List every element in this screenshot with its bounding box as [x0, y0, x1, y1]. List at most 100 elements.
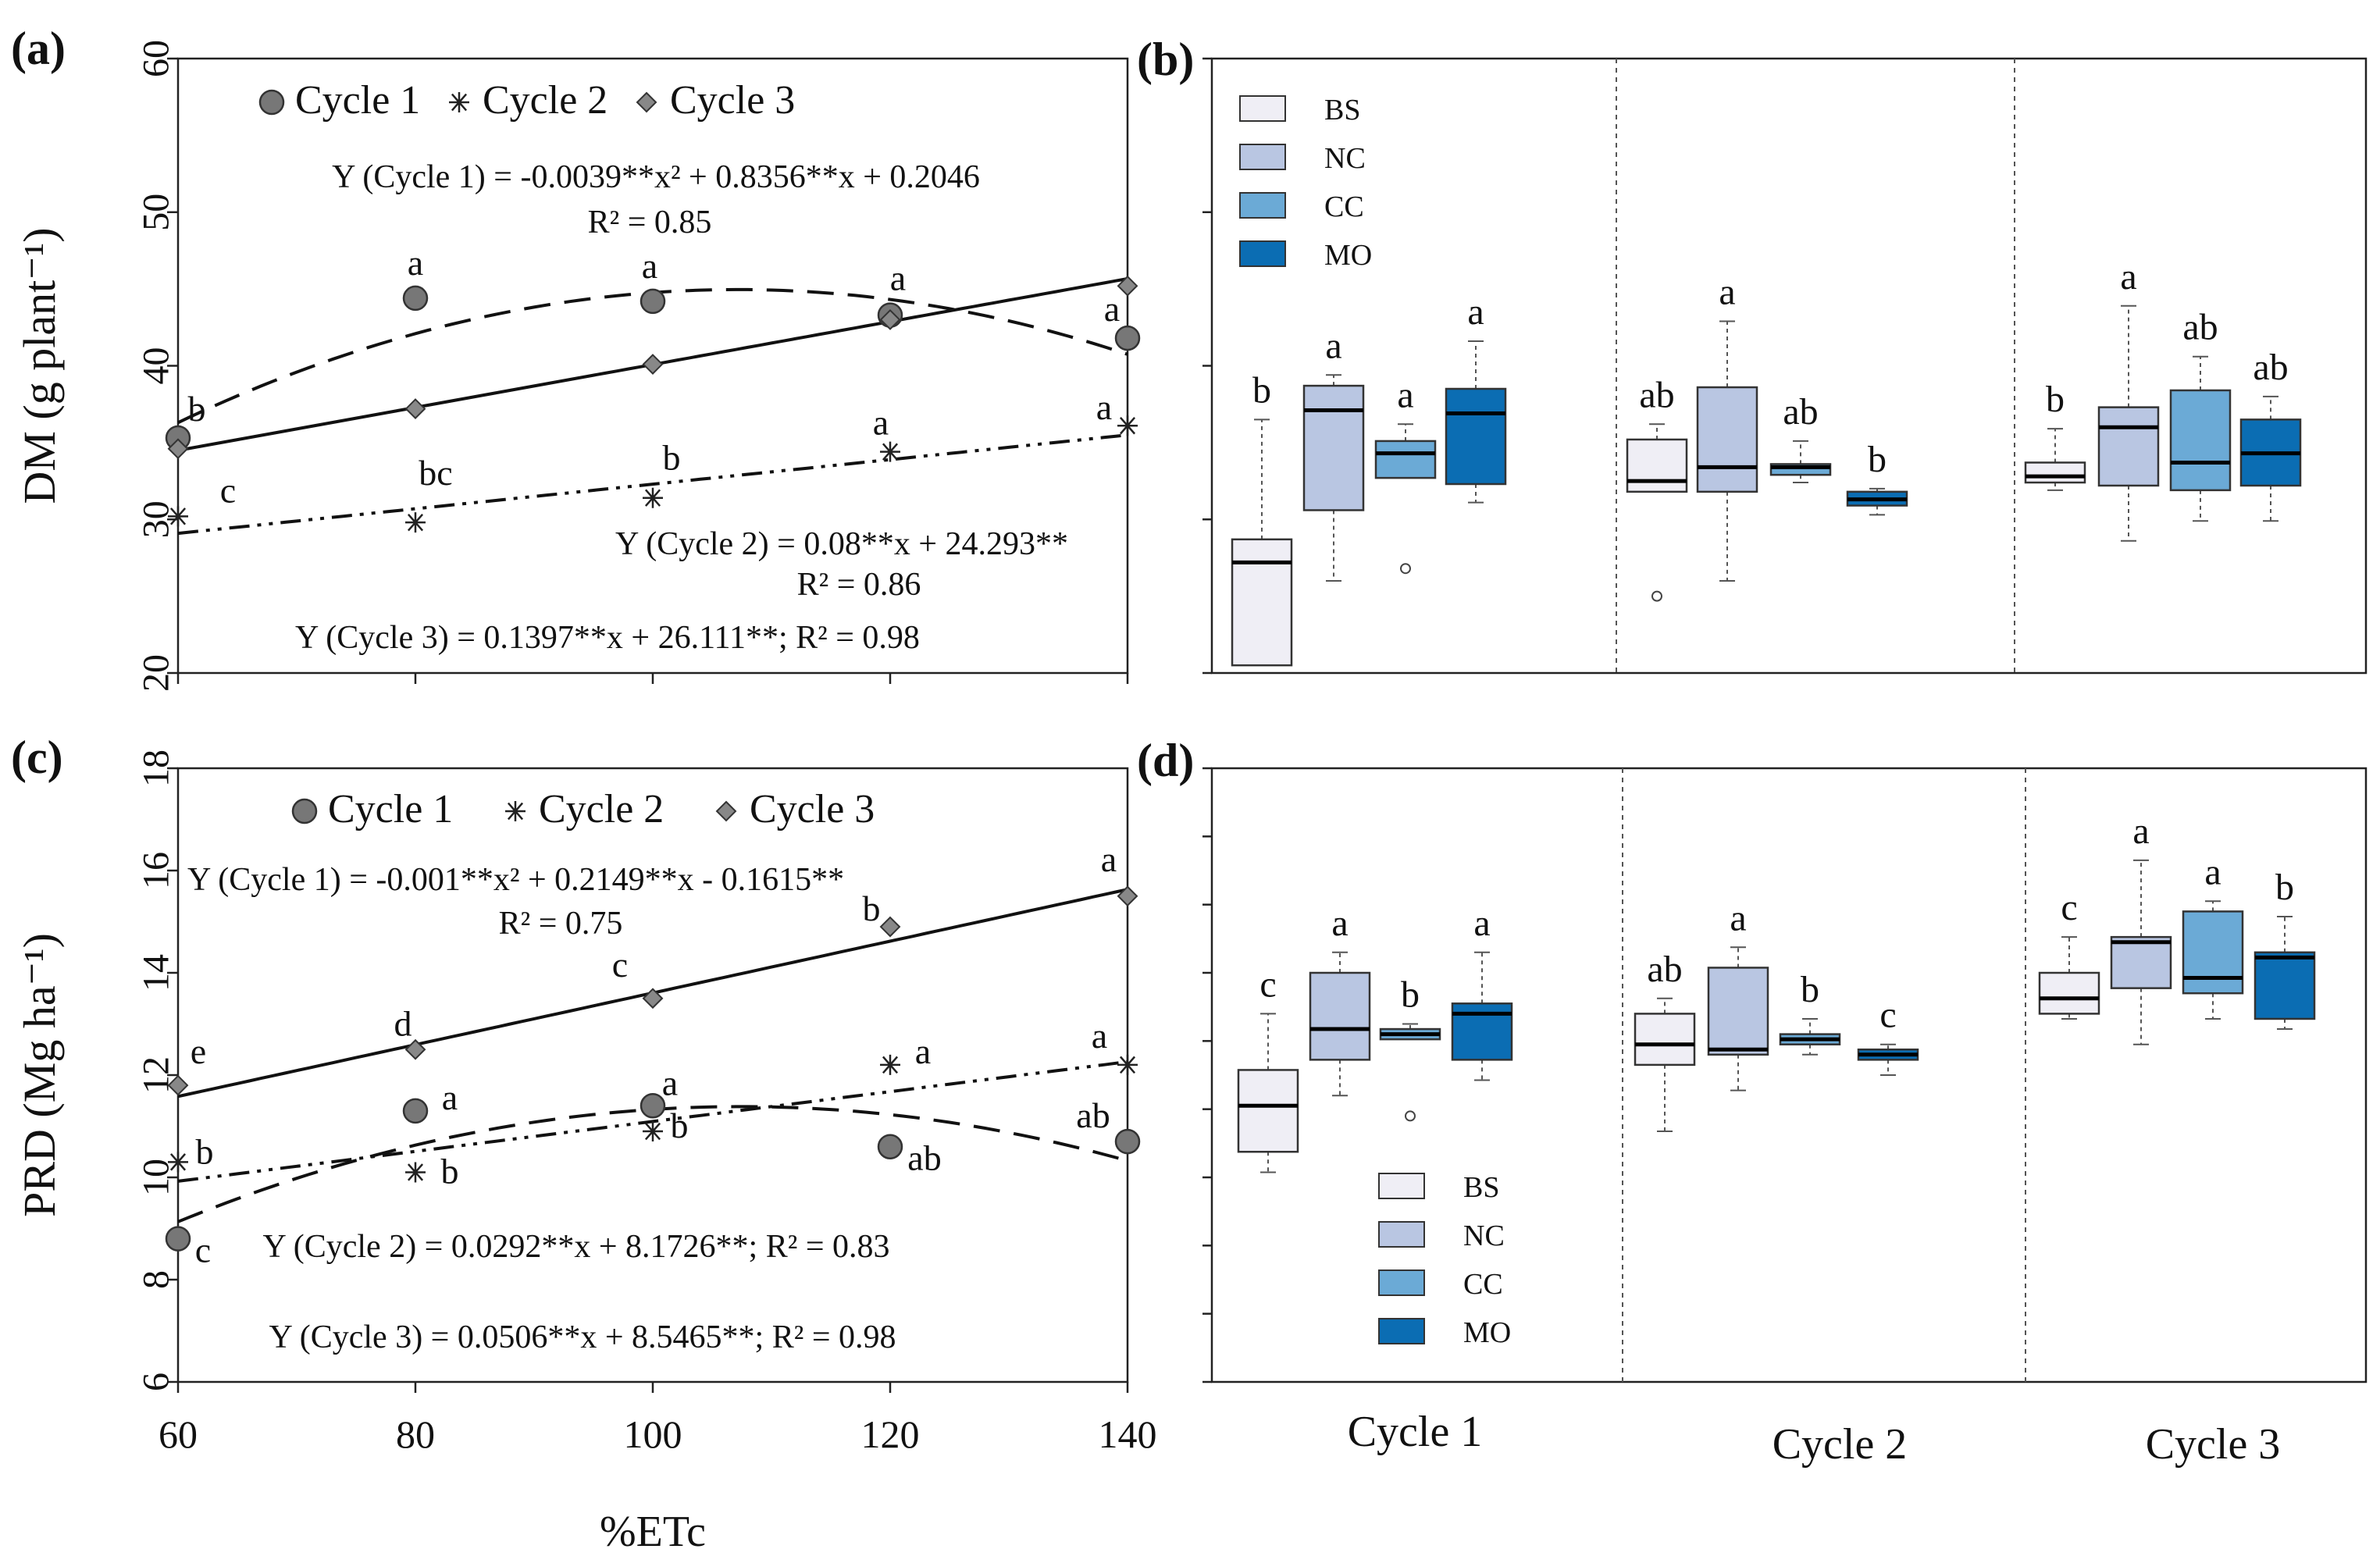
significance-letter: b	[1801, 969, 1819, 1010]
significance-letter: d	[394, 1003, 412, 1043]
data-point-cycle-1	[165, 1226, 191, 1252]
data-point-cycle-3	[1117, 885, 1138, 907]
legend-label: Cycle 2	[539, 787, 664, 831]
data-point-cycle-2	[643, 1121, 663, 1142]
regression-equation: R² = 0.86	[797, 567, 921, 603]
data-point-cycle-3	[404, 1038, 426, 1060]
x-tick-label: 60	[159, 1412, 198, 1456]
box-nc	[1707, 967, 1769, 1056]
plot-frame-b	[1210, 57, 2368, 675]
significance-letter: bc	[419, 453, 452, 493]
y-tick-label: 14	[136, 954, 177, 992]
data-point-cycle-2	[880, 441, 900, 462]
y-tick-label: 30	[136, 500, 177, 538]
significance-letter: b	[1868, 439, 1887, 480]
y-tick-label: 18	[136, 750, 177, 787]
significance-letter: c	[612, 945, 628, 985]
significance-letter: ab	[1783, 391, 1818, 433]
legend-label: NC	[1324, 142, 1366, 175]
data-point-cycle-1	[640, 288, 666, 315]
significance-letter: b	[1252, 369, 1271, 411]
legend-label: CC	[1324, 191, 1364, 223]
significance-letter: a	[1730, 897, 1746, 938]
legend-swatch-bs	[1239, 95, 1286, 122]
significance-letter: a	[873, 403, 889, 443]
significance-letter: e	[191, 1031, 206, 1071]
legend-marker	[715, 800, 737, 822]
regression-equation: Y (Cycle 2) = 0.08**x + 24.293**	[615, 526, 1068, 562]
box-bs	[1634, 1013, 1696, 1066]
y-axis-label: DM (g plant⁻¹)	[14, 227, 65, 504]
legend-label: BS	[1324, 94, 1360, 126]
x-tick-label: 120	[861, 1412, 920, 1456]
group-label: Cycle 1	[1348, 1408, 1483, 1456]
box-mo	[1445, 387, 1507, 486]
significance-letter: a	[2204, 851, 2221, 892]
data-point-cycle-1	[1114, 325, 1141, 351]
box-bs	[1237, 1069, 1299, 1153]
significance-letter: ab	[2253, 347, 2288, 388]
legend-swatch-mo	[1239, 240, 1286, 267]
data-point-cycle-1	[877, 1134, 903, 1159]
regression-equation: Y (Cycle 3) = 0.0506**x + 8.5465**; R² =…	[269, 1319, 896, 1355]
legend-marker	[636, 91, 657, 113]
legend-swatch-cc	[1239, 192, 1286, 219]
data-point-cycle-1	[402, 285, 429, 312]
significance-letter: ab	[907, 1138, 941, 1178]
significance-letter: a	[408, 243, 423, 283]
data-point-cycle-2	[405, 512, 426, 533]
data-point-cycle-2	[643, 487, 663, 508]
box-bs	[2024, 461, 2086, 484]
data-point-cycle-3	[167, 1074, 189, 1096]
legend-label: Cycle 1	[328, 787, 453, 831]
y-tick-label: 60	[136, 40, 177, 77]
significance-letter: a	[1467, 291, 1484, 333]
panel-label: (c)	[11, 732, 63, 783]
legend-label: CC	[1463, 1268, 1503, 1301]
y-tick-label: 40	[136, 347, 177, 385]
regression-equation: R² = 0.75	[499, 906, 623, 942]
significance-letter: b	[1401, 974, 1420, 1016]
y-tick-label: 8	[136, 1270, 177, 1289]
group-label: Cycle 2	[1773, 1420, 1908, 1469]
data-point-cycle-3	[404, 398, 426, 420]
legend-label: BS	[1463, 1171, 1499, 1204]
group-label: Cycle 3	[2146, 1420, 2281, 1469]
significance-letter: ab	[2182, 307, 2218, 348]
y-tick-label: 20	[136, 654, 177, 692]
box-nc	[1302, 384, 1365, 511]
data-point-cycle-2	[1117, 1054, 1138, 1075]
data-point-cycle-3	[879, 309, 901, 330]
legend-label: Cycle 2	[483, 78, 607, 123]
significance-letter: b	[663, 438, 681, 478]
data-point-cycle-2	[168, 506, 188, 527]
x-tick-label: 140	[1099, 1412, 1157, 1456]
regression-equation: Y (Cycle 1) = -0.001**x² + 0.2149**x - 0…	[187, 862, 844, 898]
box-cc	[2182, 910, 2244, 995]
data-point-cycle-3	[879, 916, 901, 938]
significance-letter: a	[1719, 271, 1735, 312]
significance-letter: a	[1325, 325, 1341, 366]
data-point-cycle-2	[880, 1054, 900, 1075]
significance-letter: a	[2132, 810, 2149, 852]
regression-equation: Y (Cycle 1) = -0.0039**x² + 0.8356**x + …	[332, 159, 980, 195]
legend-marker	[291, 798, 318, 824]
data-point-cycle-1	[402, 1098, 429, 1124]
significance-letter: a	[1096, 387, 1112, 427]
significance-letter: c	[1259, 963, 1276, 1005]
box-nc	[1696, 386, 1758, 493]
significance-letter: a	[915, 1031, 931, 1071]
significance-letter: c	[220, 470, 236, 510]
outlier-point	[1400, 563, 1411, 575]
legend-swatch-mo	[1378, 1318, 1425, 1344]
significance-letter: b	[2046, 379, 2065, 420]
regression-equation: Y (Cycle 3) = 0.1397**x + 26.111**; R² =…	[295, 620, 920, 656]
panel-label: (a)	[11, 23, 66, 74]
significance-letter: a	[662, 1063, 678, 1102]
regression-equation: R² = 0.85	[588, 205, 712, 240]
x-tick-label: 80	[396, 1412, 435, 1456]
significance-letter: a	[2120, 256, 2136, 297]
significance-letter: ab	[1639, 374, 1674, 415]
significance-letter: a	[1397, 374, 1413, 415]
